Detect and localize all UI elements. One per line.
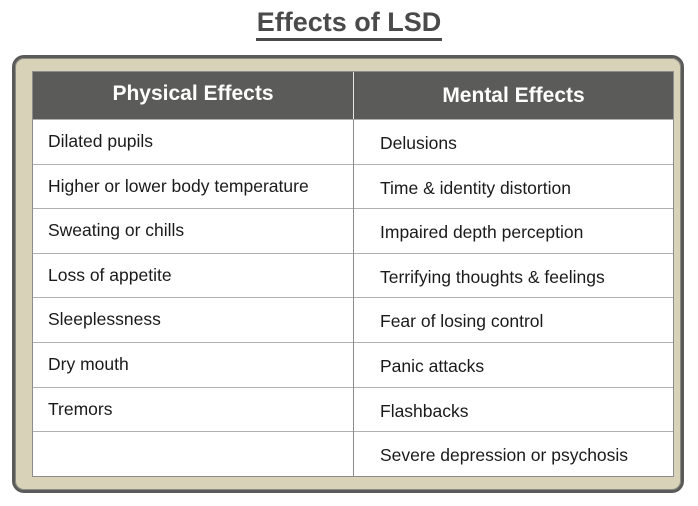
page-title-text: Effects of LSD xyxy=(255,6,443,41)
physical-effect-cell: Sleeplessness xyxy=(48,309,161,330)
mental-effect-cell: Delusions xyxy=(380,133,457,153)
physical-effect-cell: Sweating or chills xyxy=(48,220,185,241)
effects-table: Physical Effects Mental Effects Dilated … xyxy=(32,71,674,477)
mental-effect-cell: Panic attacks xyxy=(380,356,485,376)
mental-effect-cell: Time & identity distortion xyxy=(380,177,571,198)
column-divider xyxy=(353,72,354,476)
header-column-divider xyxy=(353,72,354,119)
mental-effect-cell: Terrifying thoughts & feelings xyxy=(380,266,605,287)
physical-effect-cell: Dry mouth xyxy=(48,354,129,374)
physical-effect-cell: Tremors xyxy=(48,398,113,419)
mental-effect-cell: Impaired depth perception xyxy=(380,222,584,243)
mental-effect-cell: Severe depression or psychosis xyxy=(380,445,629,466)
mental-effect-cell: Flashbacks xyxy=(380,400,469,421)
header-physical-effects: Physical Effects xyxy=(112,82,274,105)
physical-effect-cell: Higher or lower body temperature xyxy=(48,175,309,196)
physical-effect-cell: Loss of appetite xyxy=(48,264,172,285)
physical-effect-cell: Dilated pupils xyxy=(48,131,154,151)
header-mental-effects: Mental Effects xyxy=(442,84,585,107)
mental-effect-cell: Fear of losing control xyxy=(380,311,544,332)
page-title: Effects of LSD xyxy=(0,4,698,41)
